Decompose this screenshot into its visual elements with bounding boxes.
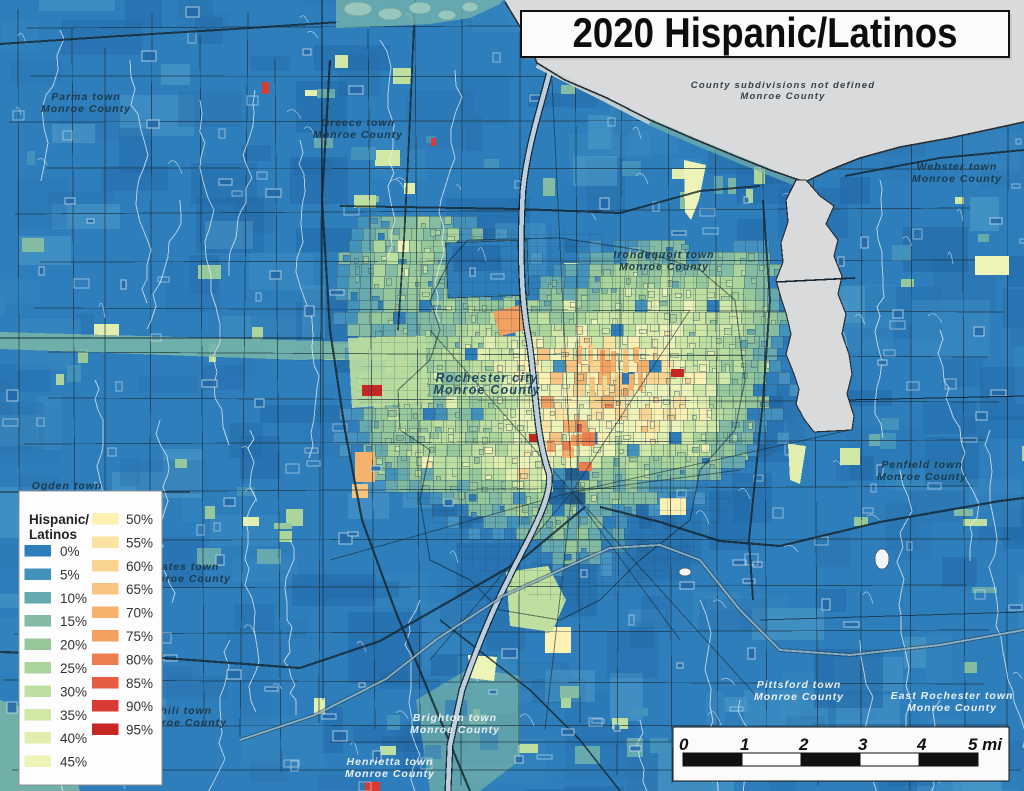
svg-text:40%: 40% (60, 731, 87, 746)
svg-text:Greece town: Greece town (321, 117, 395, 129)
svg-text:Monroe County: Monroe County (313, 129, 403, 141)
svg-text:Pittsford town: Pittsford town (757, 679, 842, 691)
svg-text:Rochester city: Rochester city (436, 371, 539, 385)
svg-text:35%: 35% (60, 708, 87, 723)
svg-text:Latinos: Latinos (29, 527, 77, 542)
svg-text:70%: 70% (126, 606, 153, 621)
svg-text:50%: 50% (126, 512, 153, 527)
svg-text:Hispanic/: Hispanic/ (29, 512, 89, 527)
svg-text:Ogden town: Ogden town (32, 480, 103, 492)
svg-text:2020 Hispanic/Latinos: 2020 Hispanic/Latinos (573, 9, 958, 56)
svg-text:Webster town: Webster town (917, 161, 998, 173)
svg-text:Monroe County: Monroe County (754, 691, 844, 703)
svg-text:10%: 10% (60, 591, 87, 606)
svg-text:0: 0 (679, 735, 689, 754)
svg-text:Monroe County: Monroe County (619, 261, 709, 273)
svg-text:Monroe County: Monroe County (912, 173, 1002, 185)
svg-text:0%: 0% (60, 544, 80, 559)
svg-text:Monroe County: Monroe County (345, 768, 435, 780)
svg-text:Monroe County: Monroe County (877, 471, 967, 483)
svg-text:Monroe County: Monroe County (141, 573, 231, 585)
svg-text:25%: 25% (60, 661, 87, 676)
svg-text:55%: 55% (126, 535, 153, 550)
svg-text:80%: 80% (126, 652, 153, 667)
svg-text:15%: 15% (60, 614, 87, 629)
svg-text:Monroe County: Monroe County (907, 702, 997, 714)
svg-text:Monroe County: Monroe County (41, 103, 131, 115)
svg-text:4: 4 (916, 735, 927, 754)
svg-text:3: 3 (858, 735, 868, 754)
svg-text:20%: 20% (60, 638, 87, 653)
svg-text:Monroe County: Monroe County (433, 383, 540, 397)
svg-text:Parma town: Parma town (51, 91, 121, 103)
svg-text:60%: 60% (126, 559, 153, 574)
svg-text:Brighton town: Brighton town (413, 712, 497, 724)
svg-text:5%: 5% (60, 567, 80, 582)
svg-text:95%: 95% (126, 723, 153, 738)
svg-text:Monroe County: Monroe County (410, 724, 500, 736)
svg-text:Penfield town: Penfield town (881, 459, 962, 471)
svg-text:Gates town: Gates town (153, 561, 220, 573)
svg-text:30%: 30% (60, 684, 87, 699)
svg-text:75%: 75% (126, 629, 153, 644)
svg-text:County subdivisions not define: County subdivisions not defined (691, 80, 875, 91)
svg-text:1: 1 (740, 735, 749, 754)
svg-text:65%: 65% (126, 582, 153, 597)
svg-text:2: 2 (798, 735, 809, 754)
svg-text:85%: 85% (126, 676, 153, 691)
svg-text:Chili town: Chili town (152, 705, 212, 717)
svg-text:45%: 45% (60, 755, 87, 770)
svg-text:Monroe County: Monroe County (740, 91, 825, 102)
svg-text:Irondequoit town: Irondequoit town (613, 249, 714, 261)
svg-text:Henrietta town: Henrietta town (347, 756, 434, 768)
svg-text:5 mi: 5 mi (968, 735, 1003, 754)
svg-text:90%: 90% (126, 699, 153, 714)
svg-text:East Rochester town: East Rochester town (891, 690, 1014, 702)
